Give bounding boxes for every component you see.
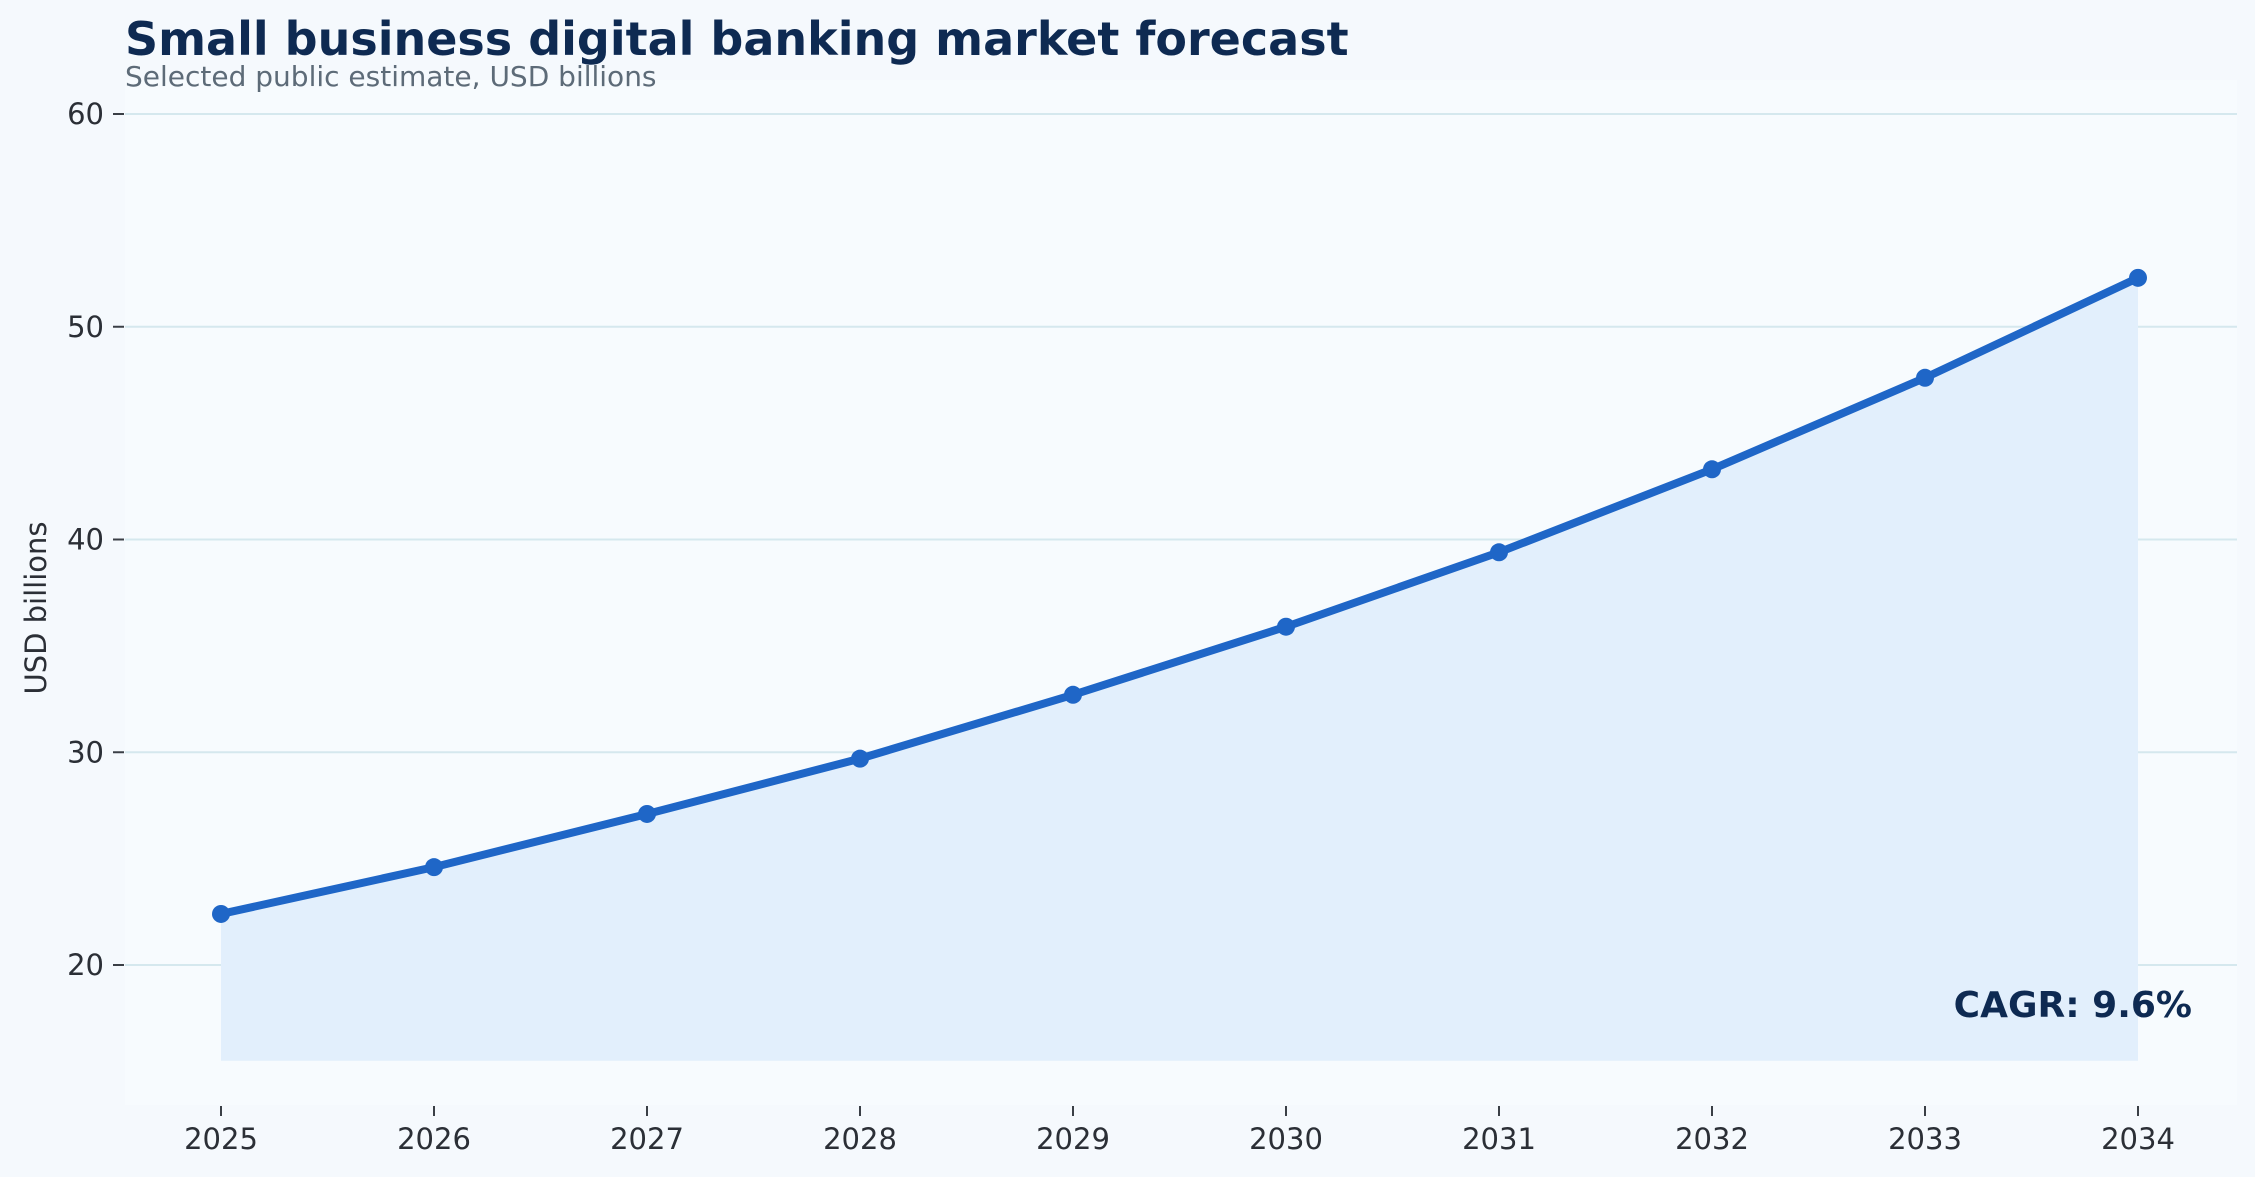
data-point xyxy=(2129,268,2147,287)
series-line xyxy=(217,273,2142,918)
cagr-annotation: CAGR: 9.6% xyxy=(1954,985,2192,1026)
y-tick-label: 30 xyxy=(67,735,104,769)
x-tick-label: 2025 xyxy=(184,1122,258,1156)
y-tick-label: 20 xyxy=(67,948,104,982)
data-point xyxy=(425,858,443,877)
chart-subtitle: Selected public estimate, USD billions xyxy=(125,60,657,93)
data-point xyxy=(1490,543,1508,562)
x-tick-label: 2030 xyxy=(1249,1122,1323,1156)
y-axis-ticks: 20 30 40 50 60 xyxy=(67,97,124,982)
x-tick-label: 2033 xyxy=(1888,1122,1962,1156)
x-tick-label: 2026 xyxy=(397,1122,471,1156)
data-point xyxy=(1703,460,1721,479)
x-tick-label: 2028 xyxy=(823,1122,897,1156)
x-axis-ticks: 2025 2026 2027 2028 2029 2030 2031 2032 2033 2034 xyxy=(184,1106,2175,1156)
data-point xyxy=(212,904,230,923)
data-point xyxy=(851,749,869,768)
y-axis-label: USD billions xyxy=(19,521,53,694)
x-tick-label: 2029 xyxy=(1036,1122,1110,1156)
x-tick-label: 2032 xyxy=(1675,1122,1749,1156)
chart-title: Small business digital banking market fo… xyxy=(125,12,1349,66)
x-tick-label: 2031 xyxy=(1462,1122,1536,1156)
x-tick-label: 2034 xyxy=(2101,1122,2175,1156)
data-point xyxy=(1064,685,1082,704)
y-tick-label: 60 xyxy=(67,97,104,131)
data-point xyxy=(638,804,656,823)
y-tick-label: 50 xyxy=(67,310,104,344)
series-area xyxy=(221,277,2138,1061)
data-point xyxy=(1277,617,1295,636)
y-tick-label: 40 xyxy=(67,523,104,557)
series-points xyxy=(212,268,2147,923)
x-tick-label: 2027 xyxy=(610,1122,684,1156)
data-point xyxy=(1916,368,1934,387)
